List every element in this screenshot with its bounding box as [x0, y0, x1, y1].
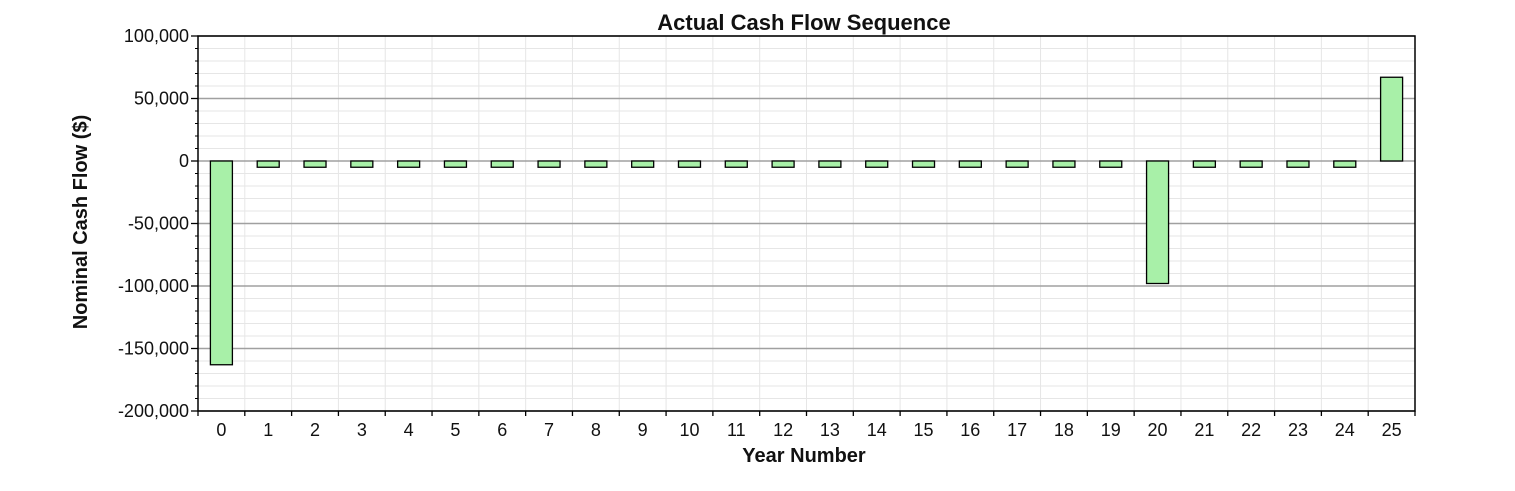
y-tick-label: -200,000 [118, 401, 189, 421]
x-tick-label: 13 [820, 420, 840, 440]
bars [209, 76, 1404, 366]
x-tick-label: 18 [1054, 420, 1074, 440]
bar-year-9 [631, 160, 655, 168]
bar-year-4 [396, 160, 421, 168]
bar-year-18 [1052, 160, 1076, 168]
bar-year-0 [209, 160, 234, 366]
y-tick-label: 100,000 [124, 26, 189, 46]
y-tick-label: 0 [179, 151, 189, 171]
bar-year-8 [584, 160, 608, 168]
x-tick-label: 5 [450, 420, 460, 440]
x-tick-label: 15 [914, 420, 934, 440]
bar-year-1 [256, 160, 280, 168]
bar-year-23 [1286, 160, 1310, 168]
x-tick-label: 4 [404, 420, 414, 440]
x-tick-label: 7 [544, 420, 554, 440]
bar-year-3 [350, 160, 374, 168]
bar-year-11 [724, 160, 748, 168]
bar-year-5 [443, 160, 468, 168]
x-tick-label: 14 [867, 420, 887, 440]
bar-year-17 [1005, 160, 1029, 168]
x-tick-label: 8 [591, 420, 601, 440]
y-axis-label: Nominal Cash Flow ($) [70, 115, 92, 329]
bar-year-21 [1192, 160, 1217, 168]
bar-year-22 [1239, 160, 1263, 168]
bar-year-14 [865, 160, 889, 168]
x-tick-label: 1 [263, 420, 273, 440]
x-tick-label: 11 [727, 420, 746, 440]
bar-year-16 [958, 160, 982, 168]
x-tick-label: 2 [310, 420, 320, 440]
bar-year-19 [1099, 160, 1123, 168]
bar-year-6 [490, 160, 514, 168]
y-tick-label: -150,000 [118, 339, 189, 359]
y-tick-label: -100,000 [118, 276, 189, 296]
x-tick-label: 12 [773, 420, 793, 440]
axes: 100,000 50,000 0 -50,000 -100,000 -150,000 -20… [118, 26, 1416, 440]
bar-year-15 [911, 160, 936, 168]
y-tick-label: -50,000 [128, 214, 189, 234]
x-tick-label: 20 [1148, 420, 1168, 440]
y-tick-label: 50,000 [134, 89, 189, 109]
x-tick-label: 17 [1007, 420, 1027, 440]
bar-year-24 [1333, 160, 1357, 168]
x-tick-label: 16 [960, 420, 980, 440]
x-tick-label: 23 [1288, 420, 1308, 440]
bar-year-13 [818, 160, 842, 168]
chart-title: Actual Cash Flow Sequence [657, 10, 950, 35]
bar-year-20 [1145, 160, 1170, 285]
x-tick-label: 3 [357, 420, 367, 440]
x-tick-label: 22 [1241, 420, 1261, 440]
x-tick-label: 19 [1101, 420, 1121, 440]
x-tick-label: 10 [679, 420, 699, 440]
x-tick-label: 21 [1194, 420, 1214, 440]
x-tick-label: 25 [1382, 420, 1402, 440]
bar-year-2 [303, 160, 327, 168]
bar-year-25 [1379, 76, 1404, 162]
x-tick-label: 24 [1335, 420, 1355, 440]
x-tick-label: 9 [638, 420, 648, 440]
x-axis-label: Year Number [742, 445, 866, 467]
bar-year-7 [537, 160, 561, 168]
bar-year-12 [771, 160, 795, 168]
x-tick-label: 6 [497, 420, 507, 440]
x-tick-label: 0 [216, 420, 226, 440]
grid-lines [198, 35, 1415, 412]
bar-year-10 [677, 160, 702, 168]
